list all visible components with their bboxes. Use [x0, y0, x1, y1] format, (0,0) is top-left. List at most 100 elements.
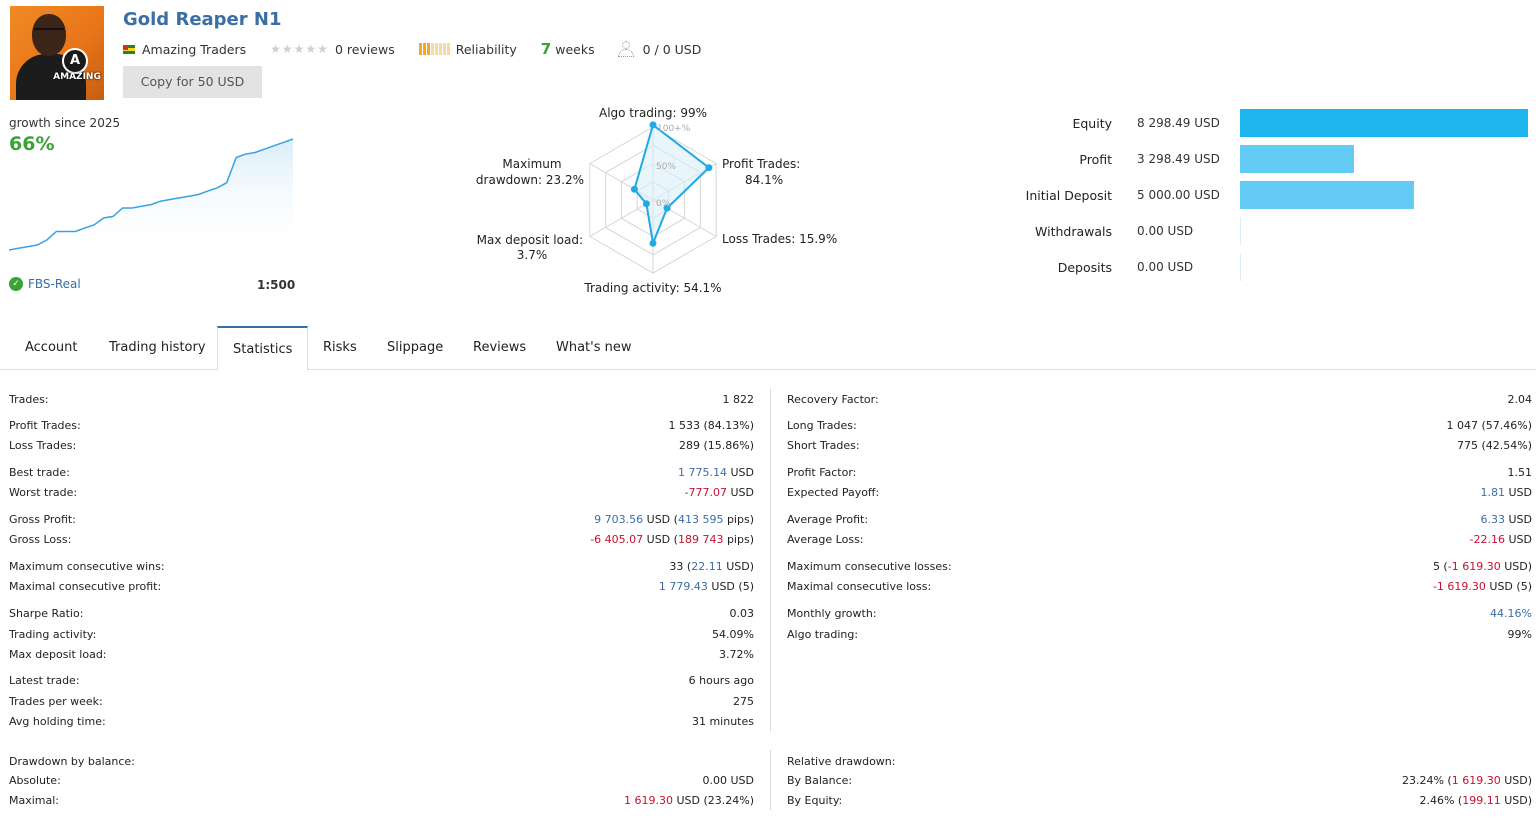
- financial-label: Equity: [1072, 116, 1112, 131]
- stat-value-part: 775 (42.54%): [1456, 439, 1532, 452]
- stat-value-part: USD (5): [1485, 580, 1532, 593]
- financial-label: Profit: [1079, 152, 1112, 167]
- growth-label: growth since 2025: [9, 116, 121, 130]
- stat-value-part: 1 822: [722, 393, 755, 406]
- stat-label: Trading activity:: [9, 628, 97, 641]
- broker-link[interactable]: FBS-Real: [28, 277, 81, 291]
- stat-value-part: 289 (15.86%): [678, 439, 754, 452]
- financials: Equity 8 298.49 USD Profit 3 298.49 USD …: [1000, 108, 1536, 288]
- author-link[interactable]: Amazing Traders: [142, 41, 247, 57]
- reliability-label: Reliability: [455, 41, 517, 57]
- stat-row: Best trade: 1 775.14 USD: [9, 466, 754, 480]
- stat-value-part: -777.07: [684, 486, 727, 499]
- stat-value-part: 1 619.30: [1451, 774, 1501, 787]
- stat-value-part: 189 743: [677, 533, 724, 546]
- stat-row: Trades per week: 275: [9, 695, 754, 709]
- tab-statistics[interactable]: Statistics: [217, 326, 309, 371]
- stat-row: Worst trade: -777.07 USD: [9, 486, 754, 500]
- stat-value-part: 1 619.30: [623, 794, 673, 807]
- radar-ring-label-50: 50%: [656, 162, 676, 172]
- stat-value: 9 703.56 USD (413 595 pips): [594, 513, 754, 526]
- stat-label: Drawdown by balance:: [9, 755, 135, 768]
- stat-value: 275: [733, 695, 754, 708]
- stat-label: Max deposit load:: [9, 648, 107, 661]
- stat-row: Monthly growth: 44.16%: [787, 607, 1532, 621]
- avatar-brand: AMAZING: [53, 72, 101, 82]
- stat-label: Maximal:: [9, 794, 60, 807]
- stat-value-part: USD (: [643, 533, 678, 546]
- tab-account[interactable]: Account: [25, 340, 78, 355]
- stat-label: Recovery Factor:: [787, 393, 879, 406]
- stat-row: Recovery Factor: 2.04: [787, 393, 1532, 407]
- stat-value: 2.04: [1508, 393, 1533, 406]
- financial-row-initial-deposit: Initial Deposit 5 000.00 USD: [1000, 180, 1536, 210]
- column-divider: [770, 388, 771, 732]
- stat-value-part: 0.00 USD: [702, 774, 755, 787]
- radar-label-loss: Loss Trades: 15.9%: [722, 232, 837, 246]
- radar-point: [705, 164, 713, 172]
- stat-value-part: USD: [726, 466, 754, 479]
- stat-value-part: -1 619.30: [1447, 560, 1501, 573]
- growth-chart[interactable]: [9, 134, 294, 254]
- growth-value: 66%: [9, 133, 55, 155]
- stat-value-part: 6 hours ago: [688, 674, 754, 687]
- broker[interactable]: ✓ FBS-Real: [9, 277, 81, 291]
- radar-label-algo: Algo trading: 99%: [599, 106, 707, 120]
- tab-whats-new[interactable]: What's new: [556, 340, 632, 355]
- stat-value: 1 775.14 USD: [678, 466, 754, 479]
- tab-risks[interactable]: Risks: [323, 340, 357, 355]
- stat-value: 5 (-1 619.30 USD): [1433, 560, 1532, 573]
- stat-row: Latest trade: 6 hours ago: [9, 674, 754, 688]
- stat-value-part: -6 405.07: [590, 533, 644, 546]
- stat-value-part: 54.09%: [712, 628, 754, 641]
- weeks-label: weeks: [555, 41, 595, 57]
- stat-label: Long Trades:: [787, 419, 857, 432]
- financial-label: Deposits: [1057, 260, 1112, 275]
- radar-label-deposit: Max deposit load:: [477, 233, 583, 247]
- copy-button[interactable]: Copy for 50 USD: [123, 66, 262, 98]
- stat-value-part: 44.16%: [1490, 607, 1532, 620]
- leverage: 1:500: [257, 278, 296, 292]
- stat-value: 44.16%: [1490, 607, 1532, 620]
- page-title[interactable]: Gold Reaper N1: [123, 9, 282, 30]
- stat-value-part: 3.72%: [719, 648, 754, 661]
- stat-value: -22.16 USD: [1470, 533, 1532, 546]
- stat-label: Worst trade:: [9, 486, 78, 499]
- stat-value-part: -22.16: [1469, 533, 1505, 546]
- stat-row: Trades: 1 822: [9, 393, 754, 407]
- reliability-bar: [434, 43, 438, 55]
- shield-check-icon: ✓: [9, 277, 23, 291]
- growth-line: [9, 138, 294, 251]
- stat-value: 6 hours ago: [689, 674, 754, 687]
- weeks-count: 7: [540, 40, 552, 58]
- stat-label: Loss Trades:: [9, 439, 77, 452]
- stat-label: Best trade:: [9, 466, 70, 479]
- radar-label-activity: Trading activity: 54.1%: [583, 281, 721, 295]
- tab-slippage[interactable]: Slippage: [387, 340, 444, 355]
- stat-value: 1.51: [1508, 466, 1533, 479]
- reliability-bar: [438, 43, 442, 55]
- stat-value-part: 275: [733, 695, 754, 708]
- financial-bar: [1240, 145, 1354, 173]
- statistics-right-column: Recovery Factor: 2.04 Long Trades: 1 047 (5…: [787, 382, 1532, 822]
- tab-trading-history[interactable]: Trading history: [109, 340, 206, 355]
- tab-reviews[interactable]: Reviews: [473, 340, 527, 355]
- stat-row: Avg holding time: 31 minutes: [9, 715, 754, 729]
- stat-row: Profit Trades: 1 533 (84.13%): [9, 419, 754, 433]
- stat-value: 99%: [1508, 628, 1532, 641]
- stat-row: Gross Loss: -6 405.07 USD (189 743 pips): [9, 533, 754, 547]
- stat-value: 1 779.43 USD (5): [659, 580, 754, 593]
- stat-row: Gross Profit: 9 703.56 USD (413 595 pips): [9, 513, 754, 527]
- signal-meta: Amazing Traders ★★★★★ 0 reviews Reliabil…: [123, 40, 701, 58]
- stat-label: By Balance:: [787, 774, 853, 787]
- stat-row: Long Trades: 1 047 (57.46%): [787, 419, 1532, 433]
- stat-value-part: 2.04: [1507, 393, 1533, 406]
- stat-label: Maximum consecutive losses:: [787, 560, 952, 573]
- stat-value: 23.24% (1 619.30 USD): [1402, 774, 1532, 787]
- radar-label-drawdown: Maximum: [502, 157, 561, 171]
- subscribers-icon: [617, 41, 635, 57]
- reviews-link[interactable]: 0 reviews: [334, 41, 395, 57]
- stat-value-part: 23.24% (: [1401, 774, 1452, 787]
- stat-value: 1 047 (57.46%): [1446, 419, 1532, 432]
- stat-value-part: 33 (: [669, 560, 692, 573]
